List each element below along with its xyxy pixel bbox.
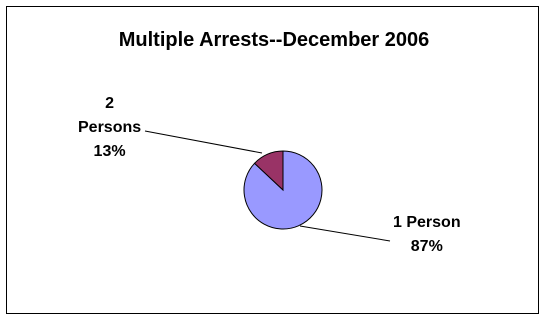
pie-slice-2-persons xyxy=(253,150,284,192)
data-label-2-persons-category-line-1: 2 xyxy=(105,95,115,112)
data-label-1-person-percent: 87% xyxy=(410,238,443,255)
leader-line-1-person xyxy=(299,225,391,242)
leader-line-2-persons xyxy=(144,130,263,154)
data-label-1-person-category: 1 Person xyxy=(393,214,461,231)
data-label-2-persons-percent: 13% xyxy=(93,143,126,160)
data-label-1-person: 1 Person 87% xyxy=(393,211,461,259)
data-label-2-persons: 2 Persons 13% xyxy=(78,92,141,164)
data-label-2-persons-category-line-2: Persons xyxy=(78,119,142,136)
chart-title: Multiple Arrests--December 2006 xyxy=(118,29,430,51)
